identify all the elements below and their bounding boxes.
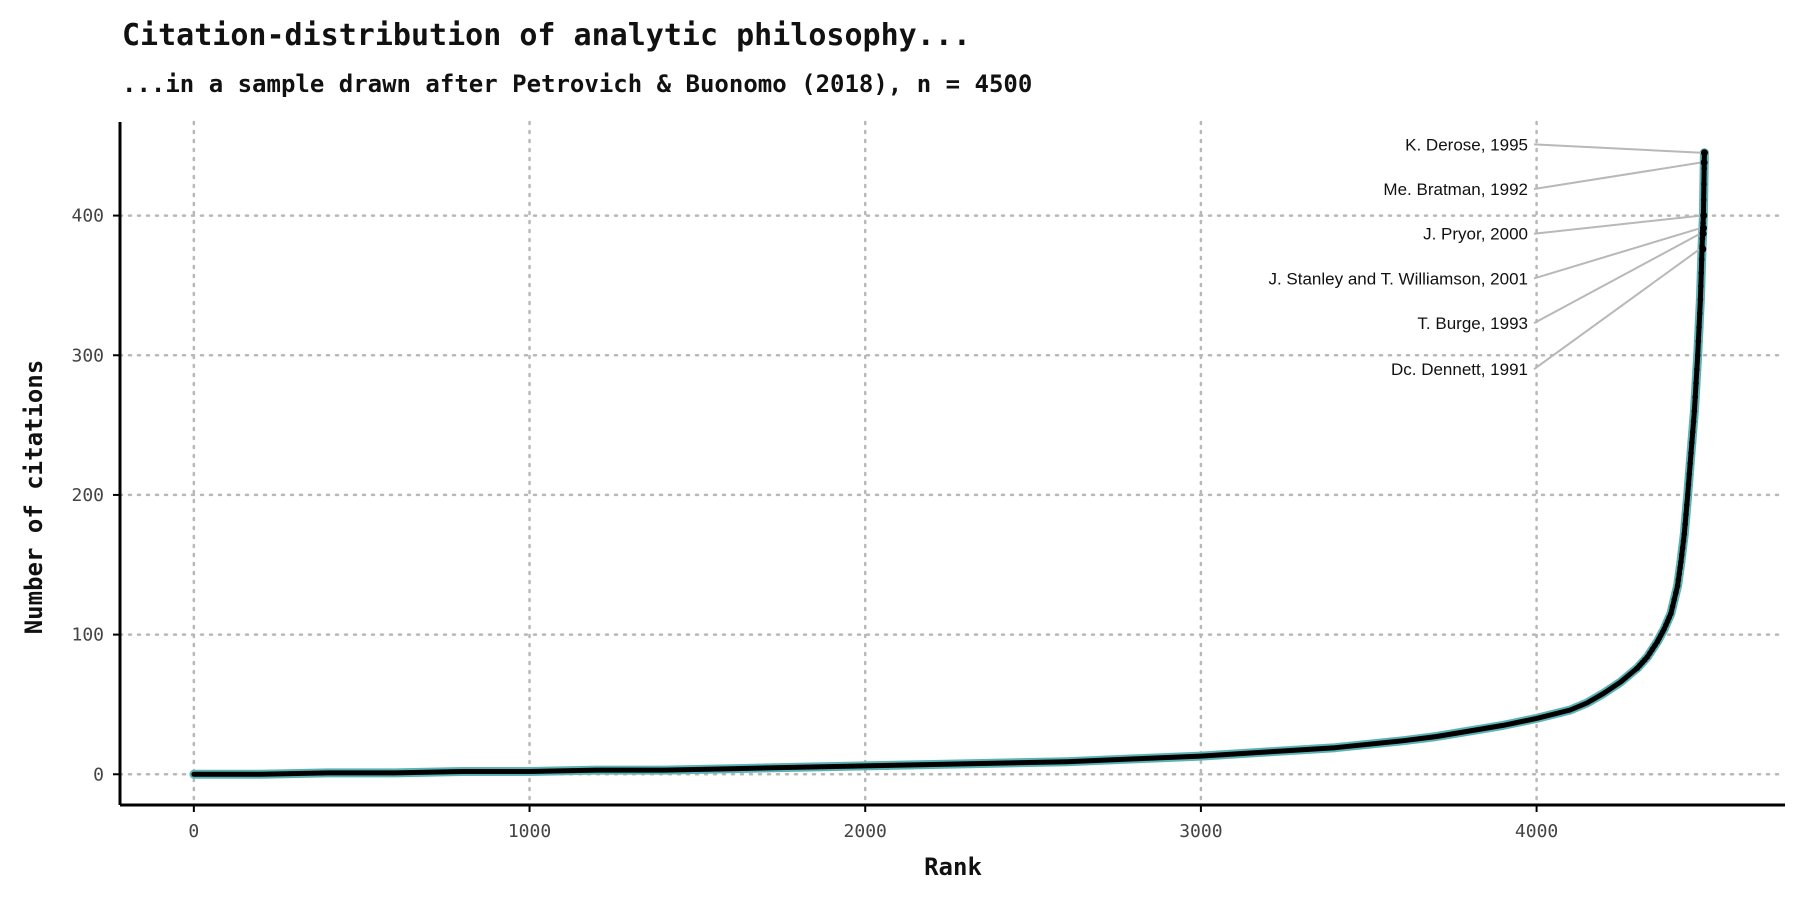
data-point [1684, 501, 1690, 508]
data-point [1668, 610, 1674, 617]
data-point [1689, 429, 1696, 435]
data-point [1679, 545, 1686, 551]
data-point [1675, 576, 1682, 583]
annotated-point [1700, 159, 1708, 167]
annotation-leader-line [1533, 214, 1701, 235]
annotation-leader-line [1533, 161, 1702, 191]
data-point [1678, 559, 1684, 565]
series-line-teal [189, 148, 1709, 779]
gridlines [118, 120, 1787, 807]
chart-title: Citation-distribution of analytic philos… [122, 18, 971, 53]
annotation-label: J. Pryor, 2000 [1423, 225, 1528, 244]
series-points-trace [191, 150, 1707, 777]
y-tick-label: 400 [71, 206, 104, 227]
data-point [1687, 460, 1693, 467]
data-point [1689, 439, 1695, 446]
y-tick-label: 0 [93, 764, 104, 785]
y-axis-title: Number of citations [20, 360, 48, 635]
x-tick-label: 1000 [508, 821, 551, 842]
data-point [1690, 418, 1697, 425]
annotation-leader-line [1533, 232, 1701, 325]
annotated-point [1700, 149, 1708, 157]
data-point [1674, 582, 1681, 589]
x-tick-label: 2000 [844, 821, 887, 842]
annotation-label: K. Derose, 1995 [1405, 135, 1528, 154]
data-point [1696, 310, 1703, 317]
data-point [1676, 571, 1683, 577]
annotation-label: Me. Bratman, 1992 [1383, 180, 1528, 199]
data-point [1669, 603, 1676, 610]
data-point [1693, 380, 1699, 386]
annotation-leader-line [1533, 248, 1701, 371]
y-tick-label: 200 [71, 485, 104, 506]
data-point [1682, 521, 1688, 528]
data-point [1699, 235, 1706, 242]
data-point [1696, 324, 1702, 331]
annotated-point [1699, 224, 1707, 232]
annotation-label: J. Stanley and T. Williamson, 2001 [1268, 269, 1528, 288]
data-point [1697, 296, 1704, 303]
data-point [1688, 450, 1694, 456]
data-point [1677, 565, 1683, 571]
data-point [1671, 596, 1678, 603]
data-point [1685, 481, 1692, 488]
annotated-point [1700, 212, 1708, 220]
axes [113, 122, 1785, 812]
y-tick-label: 300 [71, 345, 104, 366]
data-point [1694, 352, 1701, 359]
data-point [1678, 552, 1685, 558]
chart-subtitle: ...in a sample drawn after Petrovich & B… [122, 70, 1032, 98]
data-point [1701, 165, 1707, 172]
annotation-leader-line [1533, 143, 1702, 154]
data-point [1695, 338, 1702, 345]
x-axis-title: Rank [924, 853, 982, 881]
data-point [1686, 471, 1693, 477]
data-point [1700, 197, 1707, 203]
annotation-leader-line [1533, 227, 1701, 280]
data-point [1698, 270, 1705, 276]
data-point [1684, 492, 1691, 498]
data-point [1691, 408, 1698, 414]
data-point [1683, 511, 1689, 518]
annotations: K. Derose, 1995 Me. Bratman, 1992 J. Pryor… [1268, 135, 1708, 379]
data-point [1692, 394, 1699, 400]
annotated-point [1699, 230, 1707, 238]
data-point [1701, 181, 1707, 187]
annotated-point [1699, 245, 1707, 253]
x-tick-label: 3000 [1179, 821, 1222, 842]
data-point [1698, 256, 1705, 263]
data-point [1680, 538, 1687, 544]
data-point [1700, 220, 1706, 227]
y-tick-label: 100 [71, 625, 104, 646]
x-tick-label: 4000 [1515, 821, 1558, 842]
annotation-label: Dc. Dennett, 1991 [1391, 360, 1528, 379]
data-point [1681, 531, 1688, 537]
data-point [1673, 589, 1679, 596]
data-point [1694, 366, 1700, 373]
annotation-label: T. Burge, 1993 [1417, 314, 1528, 333]
data-series [189, 148, 1709, 779]
tick-labels: 0 1000 2000 3000 4000 0 100 200 300 400 [71, 206, 1558, 842]
data-point [1698, 283, 1704, 289]
x-tick-label: 0 [188, 821, 199, 842]
